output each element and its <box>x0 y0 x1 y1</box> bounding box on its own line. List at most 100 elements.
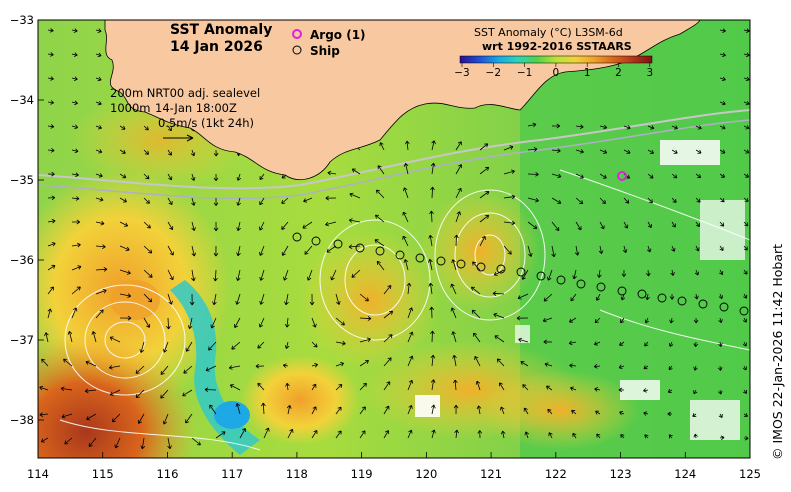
current-arrow <box>593 363 601 369</box>
current-arrow <box>167 269 174 281</box>
current-arrow <box>431 429 436 439</box>
current-arrow <box>454 234 459 247</box>
current-arrow <box>379 142 385 151</box>
current-arrow <box>718 389 723 395</box>
current-arrow <box>162 341 169 353</box>
ship-position-marker <box>657 293 667 303</box>
current-arrow <box>547 269 553 281</box>
current-arrow <box>693 365 698 371</box>
current-arrow <box>257 382 265 391</box>
current-arrow <box>383 285 392 295</box>
current-arrow <box>668 434 673 439</box>
current-arrow <box>160 389 169 399</box>
current-arrow <box>119 293 132 298</box>
current-arrow <box>644 341 649 347</box>
current-arrow <box>479 214 490 223</box>
x-tick-label: 117 <box>221 467 243 481</box>
current-arrow <box>403 163 409 175</box>
current-arrow <box>359 406 366 415</box>
ship-position-marker <box>456 259 466 269</box>
current-arrow <box>39 412 49 417</box>
current-arrow <box>60 386 73 392</box>
current-arrow <box>215 431 226 439</box>
current-arrow <box>47 100 54 105</box>
current-arrow <box>311 383 317 391</box>
current-arrow <box>595 293 601 301</box>
current-arrow <box>330 269 337 281</box>
current-arrow <box>119 197 127 203</box>
current-arrow <box>647 125 655 130</box>
current-arrow <box>255 363 265 369</box>
current-arrow <box>311 430 318 439</box>
current-arrow <box>500 406 505 415</box>
current-arrow <box>517 293 529 300</box>
current-arrow <box>286 405 292 415</box>
current-arrow <box>236 245 241 257</box>
current-arrow <box>204 387 217 393</box>
current-arrow <box>95 76 102 82</box>
current-arrow <box>191 269 196 282</box>
current-arrow <box>493 312 505 319</box>
current-arrow <box>71 265 82 271</box>
current-arrow <box>574 245 580 256</box>
current-arrow <box>618 387 625 393</box>
current-arrow <box>95 309 104 319</box>
ship-position-marker <box>596 282 606 292</box>
current-arrow <box>64 437 73 445</box>
current-arrow <box>302 221 313 229</box>
current-arrow <box>598 245 604 254</box>
current-arrow <box>335 317 345 326</box>
colorbar-title-2: wrt 1992-2016 SSTAARS <box>482 40 632 53</box>
ship-legend-icon <box>292 45 302 55</box>
current-arrow <box>527 147 538 152</box>
y-tick-label: −36 <box>10 253 34 267</box>
current-arrow <box>111 413 121 423</box>
current-arrow <box>303 197 313 203</box>
current-arrow <box>259 197 265 206</box>
current-arrow <box>63 358 73 367</box>
current-arrow <box>191 245 197 257</box>
current-arrow <box>520 361 529 367</box>
current-arrow <box>428 234 433 247</box>
current-arrow <box>140 437 146 450</box>
current-arrow <box>383 381 391 391</box>
current-arrow <box>47 308 52 319</box>
current-arrow <box>743 76 750 82</box>
current-arrow <box>191 437 201 446</box>
current-arrow <box>479 143 489 151</box>
current-arrow <box>72 219 81 225</box>
current-arrow <box>575 149 584 154</box>
current-arrow <box>71 286 81 295</box>
current-arrow <box>599 149 608 154</box>
current-arrow <box>471 286 481 295</box>
colorbar-ticks: −3 −2 −1 0 1 2 3 <box>454 63 653 79</box>
current-arrow <box>695 221 700 227</box>
current-arrow <box>693 317 699 324</box>
current-arrow <box>669 341 674 347</box>
current-arrow <box>476 405 482 415</box>
colorbar-tick-label: −1 <box>517 67 532 79</box>
current-arrow <box>474 355 481 367</box>
current-arrow <box>569 317 577 323</box>
colorbar-tick-label: 0 <box>553 67 560 79</box>
current-arrow <box>349 192 361 199</box>
current-arrow <box>281 245 289 256</box>
current-arrow <box>283 269 289 281</box>
y-tick-label: −34 <box>10 93 34 107</box>
current-arrow <box>430 330 435 343</box>
y-tick-label: −33 <box>10 13 34 27</box>
current-arrow <box>743 293 748 299</box>
current-arrow <box>210 317 217 329</box>
current-arrow <box>479 166 490 175</box>
current-arrow <box>623 221 629 229</box>
y-tick-label: −38 <box>10 413 34 427</box>
current-arrow <box>542 317 553 323</box>
current-arrow <box>71 242 81 248</box>
current-arrow <box>229 384 241 391</box>
current-arrow <box>377 165 385 175</box>
credit-text: © IMOS 22-Jan-2026 11:42 Hobart <box>770 244 785 460</box>
ship-position-marker <box>415 253 425 263</box>
current-arrow <box>575 221 582 231</box>
current-arrow <box>40 437 49 443</box>
current-arrow <box>236 197 241 206</box>
